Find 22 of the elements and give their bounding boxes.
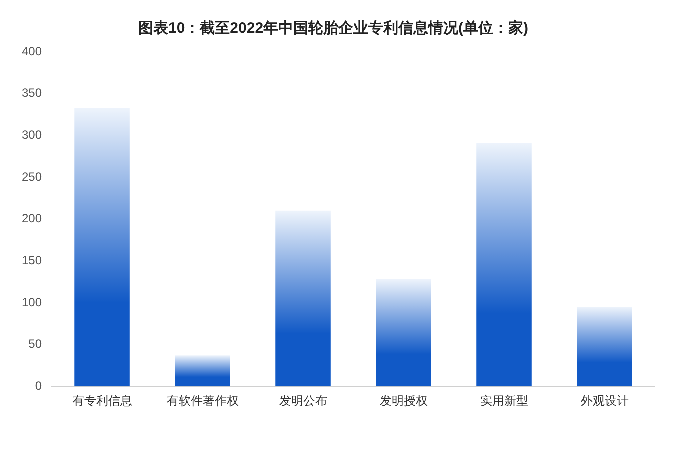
bar bbox=[376, 280, 432, 387]
x-tick-label: 发明公布 bbox=[279, 394, 328, 408]
bar bbox=[476, 143, 532, 387]
y-tick-label: 0 bbox=[35, 378, 42, 393]
x-tick-label: 有专利信息 bbox=[72, 394, 132, 408]
bar bbox=[175, 356, 230, 387]
y-tick-label: 350 bbox=[22, 86, 42, 100]
bar bbox=[276, 210, 331, 387]
y-tick-label: 300 bbox=[22, 128, 42, 142]
y-tick-label: 100 bbox=[22, 295, 42, 310]
y-tick-label: 50 bbox=[28, 337, 42, 352]
bar bbox=[74, 108, 130, 387]
y-tick-label: 250 bbox=[22, 170, 42, 184]
chart-title: 图表10：截至2022年中国轮胎企业专利信息情况(单位：家) bbox=[138, 19, 529, 38]
x-tick-label: 实用新型 bbox=[480, 394, 528, 408]
x-tick-label: 发明授权 bbox=[380, 394, 428, 408]
x-tick-label: 外观设计 bbox=[580, 394, 629, 408]
x-tick-label: 有软件著作权 bbox=[166, 394, 239, 408]
y-tick-label: 150 bbox=[22, 253, 42, 268]
y-tick-label: 400 bbox=[22, 44, 42, 58]
y-tick-label: 200 bbox=[22, 212, 42, 226]
bar bbox=[577, 307, 632, 387]
